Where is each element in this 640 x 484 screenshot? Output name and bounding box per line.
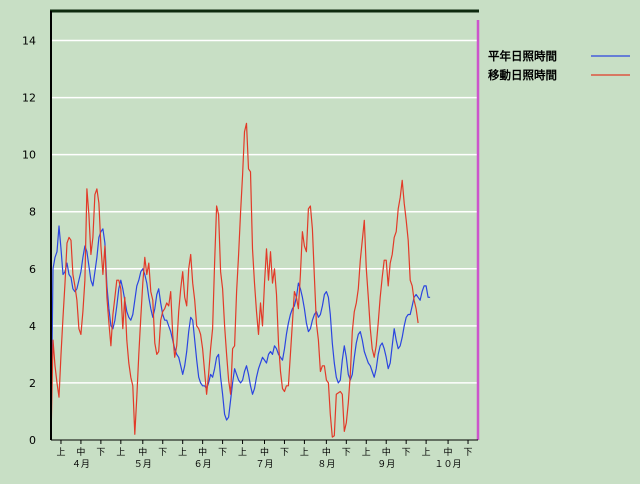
decade-label: 上	[56, 447, 65, 458]
decade-label: 上	[300, 447, 309, 458]
decade-label: 下	[158, 448, 167, 458]
month-label: １０月	[435, 459, 462, 470]
month-label: ５月	[134, 459, 152, 470]
series-lines	[50, 122, 431, 441]
y-axis-tick-labels: 0 2 4 6 8 10 12 14	[22, 35, 36, 447]
plot-frame	[50, 9, 480, 441]
legend-label-1: 平年日照時間	[488, 49, 557, 63]
decade-label: 上	[116, 447, 125, 458]
legend-label-2: 移動日照時間	[488, 68, 557, 82]
decade-label: 上	[362, 447, 371, 458]
decade-label: 上	[178, 447, 187, 458]
y-tick-label: 0	[29, 434, 36, 447]
y-tick-label: 14	[22, 35, 36, 48]
y-tick-label: 12	[22, 92, 36, 105]
series-line-1	[50, 225, 431, 441]
decade-label: 中	[322, 446, 331, 458]
y-tick-label: 8	[29, 206, 36, 219]
decade-label: 下	[464, 448, 473, 458]
decade-label: 中	[444, 446, 453, 458]
y-tick-label: 2	[29, 377, 36, 390]
month-label: ９月	[377, 459, 395, 470]
decade-label: 中	[138, 446, 147, 458]
decade-label: 上	[238, 447, 247, 458]
decade-label: 下	[218, 448, 227, 458]
decade-label: 中	[260, 446, 269, 458]
grid-lines	[51, 39, 478, 384]
month-label: ４月	[72, 459, 90, 470]
series-line-2	[50, 122, 419, 441]
x-axis-tick-labels: 上中下上中下上中下上中下上中下上中下上中下４月 ５月 ６月 ７月 ８月 ９月 １０月	[56, 440, 473, 470]
decade-label: 中	[198, 446, 207, 458]
month-label: ７月	[255, 459, 273, 470]
decade-label: 下	[96, 448, 105, 458]
decade-label: 上	[422, 447, 431, 458]
decade-label: 下	[342, 448, 351, 458]
y-tick-label: 4	[29, 320, 36, 333]
decade-label: 下	[402, 448, 411, 458]
month-label: ８月	[317, 459, 335, 470]
decade-label: 中	[382, 446, 391, 458]
month-label: ６月	[194, 459, 212, 470]
decade-label: 下	[280, 448, 289, 458]
y-tick-label: 6	[29, 263, 36, 276]
decade-label: 中	[76, 446, 85, 458]
y-tick-label: 10	[22, 149, 36, 162]
